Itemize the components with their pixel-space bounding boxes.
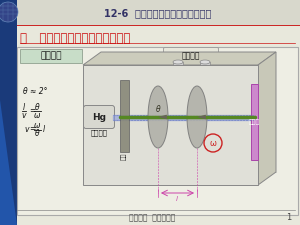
Text: ω: ω bbox=[209, 139, 217, 148]
Text: θ ≈ 2°: θ ≈ 2° bbox=[23, 88, 47, 97]
Ellipse shape bbox=[200, 60, 210, 64]
Text: 金属蒸气: 金属蒸气 bbox=[91, 130, 107, 136]
Ellipse shape bbox=[148, 86, 168, 148]
Text: =: = bbox=[29, 124, 35, 133]
Text: ω: ω bbox=[34, 110, 40, 119]
Text: ω: ω bbox=[34, 122, 40, 130]
Text: l: l bbox=[176, 196, 178, 202]
Text: v: v bbox=[22, 110, 26, 119]
Text: 1: 1 bbox=[286, 214, 291, 223]
Text: 接抽气泵: 接抽气泵 bbox=[182, 51, 200, 60]
FancyBboxPatch shape bbox=[164, 47, 218, 63]
Bar bbox=[83, 65, 258, 185]
Polygon shape bbox=[83, 52, 276, 65]
Bar bbox=[17, 47, 298, 215]
Text: 第十二章  气体动理论: 第十二章 气体动理论 bbox=[129, 214, 175, 223]
Text: θ: θ bbox=[156, 104, 160, 113]
Bar bbox=[17, 0, 300, 25]
Text: 12-6  麦克斯韦气体分子速率分布律: 12-6 麦克斯韦气体分子速率分布律 bbox=[104, 8, 212, 18]
Polygon shape bbox=[251, 84, 258, 160]
Text: 实验装置: 实验装置 bbox=[40, 52, 62, 61]
Text: 一   测定气体分子速率分布的实验: 一 测定气体分子速率分布的实验 bbox=[20, 32, 130, 45]
Text: l: l bbox=[23, 103, 25, 112]
Bar bbox=[20, 49, 82, 63]
Bar bbox=[120, 80, 129, 152]
Polygon shape bbox=[0, 100, 17, 225]
Wedge shape bbox=[197, 115, 206, 119]
Polygon shape bbox=[258, 52, 276, 185]
Text: 狭缝: 狭缝 bbox=[121, 152, 127, 160]
Text: 显示屏: 显示屏 bbox=[249, 119, 260, 125]
Ellipse shape bbox=[173, 60, 183, 64]
Text: θ: θ bbox=[35, 130, 39, 139]
Circle shape bbox=[0, 2, 18, 22]
Text: θ: θ bbox=[35, 103, 39, 112]
Ellipse shape bbox=[187, 86, 207, 148]
Text: l: l bbox=[43, 124, 45, 133]
FancyBboxPatch shape bbox=[83, 106, 115, 128]
Wedge shape bbox=[158, 115, 167, 119]
Bar bbox=[173, 62, 183, 75]
Bar bbox=[0, 0, 17, 225]
Bar bbox=[200, 62, 210, 75]
Text: Hg: Hg bbox=[92, 112, 106, 122]
Text: =: = bbox=[29, 106, 35, 115]
Text: v: v bbox=[24, 124, 28, 133]
